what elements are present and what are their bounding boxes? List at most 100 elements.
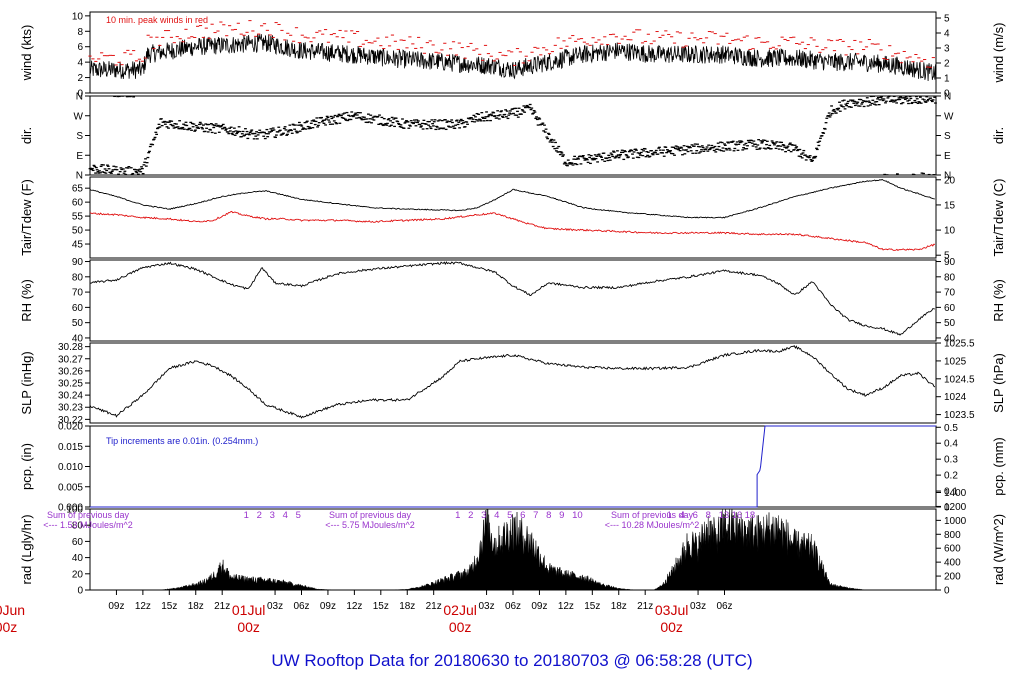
radiation-hour-label: 4: [680, 510, 685, 521]
sea_level_pressure-ytick-left-label: 30.22: [58, 415, 83, 426]
x-hour-label: 21z: [637, 601, 653, 612]
radiation-hour-label: 18: [745, 510, 756, 521]
radiation-hour-label: 13: [719, 510, 730, 521]
x-hour-label: 12z: [135, 601, 151, 612]
sea_level_pressure-ytick-left-label: 30.27: [58, 354, 83, 365]
direction-ylabel-right: dir.: [991, 127, 1006, 144]
radiation-ytick-right-label: 600: [944, 544, 961, 555]
precipitation-ytick-right-label: 0.2: [944, 471, 958, 482]
direction-ytick-left-label: N: [76, 92, 83, 103]
radiation-ytick-right-label: 800: [944, 530, 961, 541]
radiation-ytick-left-label: 20: [72, 569, 84, 580]
temperature-ytick-right-label: 20: [944, 175, 956, 186]
x-hour-label: 03z: [479, 601, 495, 612]
wind-ylabel-right: wind (m/s): [991, 23, 1006, 84]
x-day-time: 00z: [237, 619, 260, 635]
temperature-ytick-left-label: 60: [72, 198, 84, 209]
radiation-sum-line1: Sum of previous day: [47, 510, 130, 520]
radiation-hour-label: 3: [270, 510, 275, 521]
radiation-hour-label: 6: [520, 510, 525, 521]
radiation-sum-line2: <--- 5.75 MJoules/m^2: [325, 520, 415, 530]
x-hour-label: 21z: [426, 601, 442, 612]
radiation-sum-line1: Sum of previous day: [611, 510, 694, 520]
x-hour-label: 12z: [558, 601, 574, 612]
wind-gust-marks: [88, 20, 935, 68]
radiation-hour-label: 7: [533, 510, 538, 521]
relative_humidity-ylabel-right: RH (%): [991, 279, 1006, 322]
radiation-hour-label: 2: [257, 510, 262, 521]
panel-relative_humidity: 40 50 60 70 80 90 40 50 60 70 80 90 RH (%) RH (%): [19, 257, 1006, 344]
precipitation-ytick-right-label: 0: [944, 503, 950, 514]
wind-ytick-left-label: 10: [72, 11, 84, 22]
direction-ytick-right-label: N: [944, 171, 951, 182]
precipitation-ytick-right-label: 0.1: [944, 487, 958, 498]
temperature-ytick-right-label: 5: [944, 251, 950, 262]
relative_humidity-ytick-left-label: 60: [72, 303, 84, 314]
sea_level_pressure-frame: [89, 342, 937, 424]
radiation-ytick-right-label: 1200: [944, 502, 967, 513]
relative_humidity-ytick-right-label: 80: [944, 272, 956, 283]
direction-ytick-right-label: E: [944, 151, 951, 162]
precipitation-ytick-right-label: 0.5: [944, 423, 958, 434]
wind-ytick-left-label: 8: [77, 27, 83, 38]
relative_humidity-ytick-left-label: 40: [72, 333, 84, 344]
x-hour-label: 06z: [293, 601, 309, 612]
relative_humidity-ytick-left-label: 80: [72, 272, 84, 283]
relative_humidity-frame: [89, 259, 937, 342]
radiation-hour-markers: 1 2 3 4 5 1 2 3 4 5 6 7 8 9 10 1 4 6 8 13 16 18: [244, 510, 756, 521]
x-day-time: 00z: [0, 619, 17, 635]
x-hour-label: 15z: [584, 601, 600, 612]
wind-ytick-left-label: 0: [77, 89, 83, 100]
radiation-hour-label: 4: [494, 510, 499, 521]
sea_level_pressure-ylabel-left: SLP (inHg): [19, 351, 34, 414]
temperature-ytick-right-label: 15: [944, 200, 956, 211]
radiation-ylabel-right: rad (W/m^2): [991, 514, 1006, 585]
wind-ytick-right-label: 0: [944, 89, 950, 100]
x-hour-label: 12z: [346, 601, 362, 612]
relative_humidity-ytick-left-label: 90: [72, 257, 84, 268]
x-hour-label: 09z: [531, 601, 547, 612]
radiation-hour-label: 8: [546, 510, 551, 521]
radiation-hour-label: 2: [468, 510, 473, 521]
sea_level_pressure-ytick-right-label: 1024: [944, 392, 967, 403]
radiation-ytick-right-label: 0: [944, 586, 950, 597]
radiation-hour-label: 8: [706, 510, 711, 521]
radiation-hour-label: 1: [455, 510, 460, 521]
radiation-ylabel-left: rad (Lgly/hr): [19, 514, 34, 584]
sea_level_pressure-ylabel-right: SLP (hPa): [991, 353, 1006, 413]
sea_level_pressure-ytick-left-label: 30.23: [58, 403, 83, 414]
x-day-time: 00z: [660, 619, 683, 635]
precipitation-ylabel-left: pcp. (in): [19, 443, 34, 490]
wind-ytick-right-label: 2: [944, 59, 950, 70]
radiation-hour-label: 16: [732, 510, 743, 521]
radiation-hour-label: 10: [572, 510, 583, 521]
tair-line: [89, 178, 935, 219]
precipitation-ytick-left-label: 0.020: [58, 422, 83, 433]
x-axis: 09z 12z 15z 18z 21z 03z 06z 09z 12z 15z 18z 21z 03z 0…: [0, 590, 733, 635]
panel-wind: 0 2 4 6 8 10 0 1 2 3 4 5 wind (kts) wind (m/s) 10 min.…: [19, 11, 1006, 99]
precipitation-ytick-right-label: 0.3: [944, 455, 958, 466]
sea_level_pressure-ytick-right-label: 1025: [944, 356, 967, 367]
x-hour-label: 18z: [188, 601, 204, 612]
temperature-ylabel-left: Tair/Tdew (F): [19, 179, 34, 256]
x-hour-label: 06z: [505, 601, 521, 612]
x-hour-label: 18z: [611, 601, 627, 612]
relative_humidity-ytick-left-label: 70: [72, 288, 84, 299]
precipitation-ytick-left-label: 0.005: [58, 482, 83, 493]
sea_level_pressure-ytick-right-label: 1024.5: [944, 374, 975, 385]
radiation-ytick-right-label: 1000: [944, 516, 967, 527]
direction-ytick-left-label: S: [76, 131, 83, 142]
x-hour-label: 15z: [161, 601, 177, 612]
sea_level_pressure-ytick-right-label: 1023.5: [944, 410, 975, 421]
direction-ytick-left-label: N: [76, 171, 83, 182]
radiation-ytick-left-label: 60: [72, 537, 84, 548]
radiation-hour-label: 9: [559, 510, 564, 521]
temperature-frame: [89, 176, 937, 259]
temperature-ytick-right-label: 10: [944, 226, 956, 237]
wind-ylabel-left: wind (kts): [19, 25, 34, 82]
radiation-ytick-left-label: 100: [66, 505, 83, 516]
sea_level_pressure-ytick-left-label: 30.28: [58, 342, 83, 353]
sea_level_pressure-ytick-left-label: 30.24: [58, 391, 83, 402]
direction-ytick-right-label: N: [944, 92, 951, 103]
